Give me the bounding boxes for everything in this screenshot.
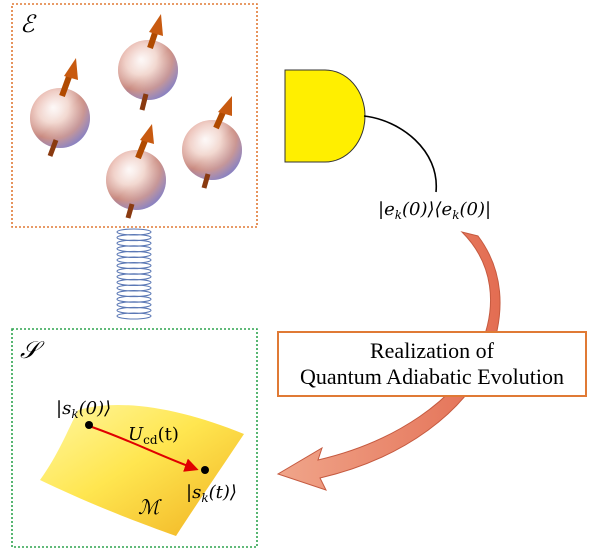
manifold-surface <box>40 404 244 536</box>
operator-label: Ucd(t) <box>128 424 179 447</box>
detector-icon <box>284 69 366 163</box>
projector-label: |ek(0)⟩⟨ek(0)| <box>378 199 491 222</box>
final-state-point <box>201 466 209 474</box>
evolution-path <box>88 425 199 472</box>
environment-label: ℰ <box>20 10 37 38</box>
environment-box <box>11 3 258 228</box>
detector-wire <box>363 115 437 193</box>
feedback-arrow <box>276 231 501 491</box>
manifold-label: ℳ <box>138 495 162 519</box>
initial-state-point <box>85 421 93 429</box>
coupling-spring-icon <box>116 228 152 320</box>
initial-state-label: |sk(0)⟩ <box>56 398 111 421</box>
spin-particle-icon <box>182 96 242 189</box>
spin-particle-icon <box>118 14 178 111</box>
caption-line-1: Realization of <box>369 338 494 363</box>
caption-line-2: Quantum Adiabatic Evolution <box>300 364 564 389</box>
final-state-label: |sk(t)⟩ <box>186 482 237 505</box>
system-box <box>11 328 258 548</box>
spin-particle-icon <box>30 58 90 157</box>
system-label: 𝒮 <box>20 336 45 364</box>
caption-box: Realization of Quantum Adiabatic Evoluti… <box>277 331 587 397</box>
spin-particle-icon <box>106 124 166 219</box>
